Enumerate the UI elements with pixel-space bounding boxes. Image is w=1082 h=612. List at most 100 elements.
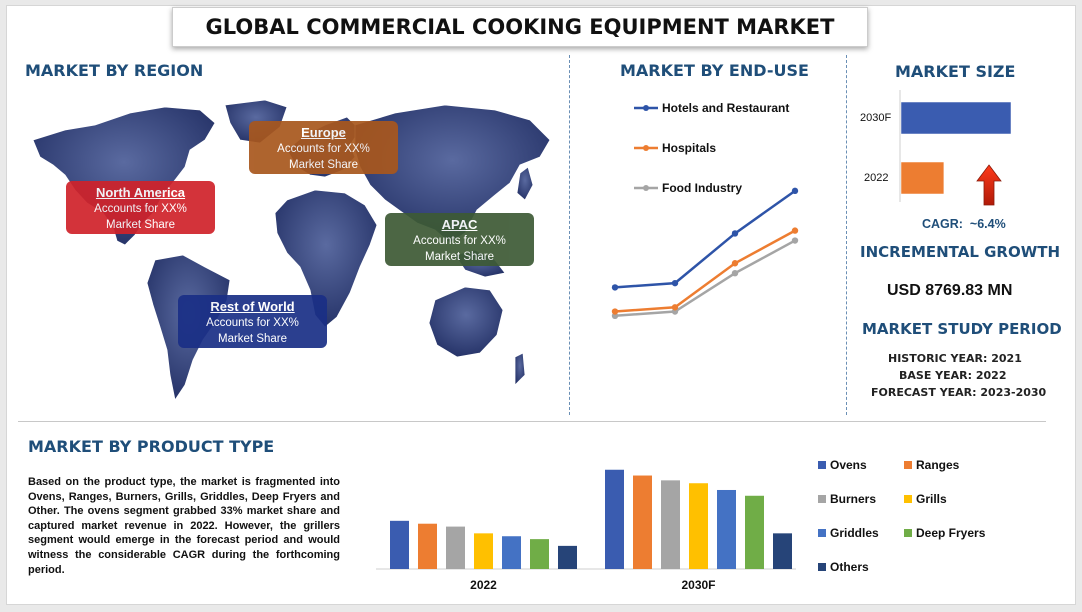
legend-label: Grills — [916, 492, 947, 506]
region-heading: MARKET BY REGION — [25, 61, 204, 80]
enduse-legend-food: Food Industry — [634, 181, 742, 195]
product-heading: MARKET BY PRODUCT TYPE — [28, 437, 275, 456]
cagr-label: CAGR: — [922, 217, 963, 231]
product-legend-item: Ranges — [904, 458, 959, 472]
legend-line-icon — [634, 105, 658, 111]
growth-arrow-icon — [976, 164, 1002, 206]
data-point — [731, 270, 739, 277]
enduse-legend-hospitals: Hospitals — [634, 141, 716, 155]
page-title: GLOBAL COMMERCIAL COOKING EQUIPMENT MARK… — [172, 7, 868, 47]
series-line — [614, 229, 796, 313]
region-north-america: North America Accounts for XX% Market Sh… — [66, 181, 215, 234]
region-name: APAC — [441, 217, 478, 232]
region-line2: Market Share — [105, 219, 176, 231]
study-heading: MARKET STUDY PERIOD — [862, 320, 1062, 338]
region-line1: Accounts for XX% — [206, 317, 299, 329]
legend-label: Others — [830, 560, 869, 574]
legend-label: Griddles — [830, 526, 879, 540]
japan-shape — [516, 166, 534, 201]
region-name: Europe — [301, 125, 346, 140]
region-line2: Market Share — [424, 251, 495, 263]
product-bar — [605, 469, 624, 569]
size-bar — [900, 101, 1012, 135]
product-bar — [558, 545, 577, 569]
base-year: BASE YEAR: 2022 — [899, 369, 1007, 382]
data-point — [671, 279, 679, 287]
product-bar — [474, 533, 493, 569]
legend-line-icon — [634, 145, 658, 151]
region-europe: Europe Accounts for XX% Market Share — [249, 121, 398, 174]
region-rest-of-world: Rest of World Accounts for XX% Market Sh… — [178, 295, 327, 348]
legend-swatch — [904, 461, 912, 469]
data-point — [731, 260, 739, 267]
product-legend-item: Grills — [904, 492, 947, 506]
divider-region-enduse — [569, 55, 570, 415]
product-bar-chart: 2022 2030F — [376, 469, 796, 592]
product-legend-item: Others — [818, 560, 869, 574]
region-name: North America — [95, 185, 186, 200]
africa-shape — [274, 189, 378, 328]
data-point — [731, 230, 739, 237]
legend-label: Ovens — [830, 458, 867, 472]
enduse-legend-hotels: Hotels and Restaurant — [634, 101, 789, 115]
region-line1: Accounts for XX% — [94, 203, 187, 215]
legend-label: Ranges — [916, 458, 960, 472]
product-legend-item: Griddles — [818, 526, 879, 540]
data-point — [791, 187, 799, 195]
product-bar — [530, 539, 549, 569]
legend-swatch — [904, 529, 912, 537]
product-bar — [661, 480, 680, 569]
product-bar — [446, 526, 465, 569]
category-label: 2022 — [470, 578, 497, 592]
legend-swatch — [818, 461, 826, 469]
product-bar — [390, 520, 409, 569]
market-size-chart — [899, 90, 1012, 202]
region-line1: Accounts for XX% — [413, 235, 506, 247]
enduse-line-chart — [611, 187, 799, 319]
legend-swatch — [818, 529, 826, 537]
product-bar — [633, 475, 652, 569]
product-bar — [717, 489, 736, 569]
cagr-value: ~6.4% — [969, 217, 1006, 231]
data-point — [611, 308, 619, 315]
size-label-2030: 2030F — [860, 112, 892, 124]
legend-swatch — [818, 563, 826, 571]
category-label: 2030F — [681, 578, 715, 592]
cagr-text: CAGR: ~6.4% — [922, 217, 1006, 231]
product-description: Based on the product type, the market is… — [28, 476, 340, 576]
size-heading: MARKET SIZE — [895, 62, 1016, 81]
legend-swatch — [904, 495, 912, 503]
legend-label: Hotels and Restaurant — [662, 101, 790, 115]
australia-shape — [428, 286, 504, 358]
growth-value: USD 8769.83 MN — [887, 282, 1013, 299]
asia-shape — [354, 104, 551, 244]
product-legend-item: Burners — [818, 492, 876, 506]
data-point — [791, 237, 799, 244]
divider-enduse-size — [846, 55, 847, 415]
size-label-2022: 2022 — [864, 172, 889, 184]
product-bar — [745, 495, 764, 569]
forecast-year: FORECAST YEAR: 2023-2030 — [871, 386, 1047, 399]
region-name: Rest of World — [210, 299, 295, 314]
legend-label: Burners — [830, 492, 877, 506]
product-legend-item: Ovens — [818, 458, 867, 472]
series-line — [614, 239, 796, 318]
data-point — [611, 284, 619, 291]
product-legend-item: Deep Fryers — [904, 526, 985, 540]
product-bar — [418, 523, 437, 569]
region-line1: Accounts for XX% — [277, 143, 370, 155]
region-line2: Market Share — [288, 159, 359, 171]
section-divider — [18, 421, 1046, 422]
legend-line-icon — [634, 185, 658, 191]
legend-label: Hospitals — [662, 141, 717, 155]
data-point — [791, 227, 799, 234]
region-line2: Market Share — [217, 333, 288, 345]
enduse-heading: MARKET BY END-USE — [620, 61, 809, 80]
size-bar — [900, 161, 945, 195]
region-apac: APAC Accounts for XX% Market Share — [385, 213, 534, 266]
product-bar — [502, 536, 521, 569]
legend-label: Deep Fryers — [916, 526, 986, 540]
historic-year: HISTORIC YEAR: 2021 — [888, 352, 1022, 365]
growth-heading: INCREMENTAL GROWTH — [860, 243, 1061, 261]
series-line — [614, 189, 796, 289]
